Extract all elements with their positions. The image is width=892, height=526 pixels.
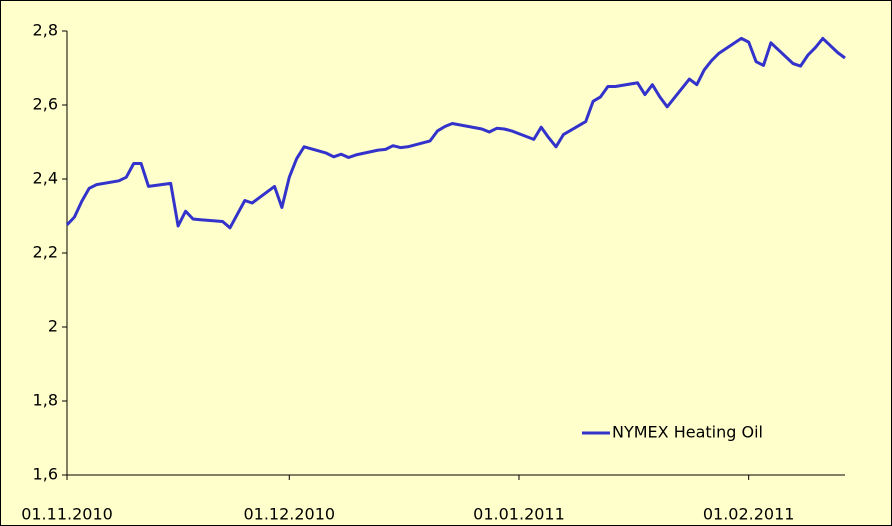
y-tick-label: 2 [48, 317, 58, 336]
x-tick-label: 01.02.2011 [703, 505, 795, 524]
x-tick-label: 01.11.2010 [21, 505, 113, 524]
y-tick-label: 1,6 [33, 465, 58, 484]
y-tick-label: 2,6 [33, 95, 58, 114]
y-tick-label: 1,8 [33, 391, 58, 410]
y-tick-label: 2,4 [33, 169, 58, 188]
x-tick-label: 01.12.2010 [243, 505, 335, 524]
data-line [65, 36, 846, 230]
legend-label: NYMEX Heating Oil [612, 423, 763, 442]
x-tick-label: 01.01.2011 [473, 505, 565, 524]
y-tick-label: 2,8 [33, 21, 58, 40]
y-tick-label: 2,2 [33, 243, 58, 262]
